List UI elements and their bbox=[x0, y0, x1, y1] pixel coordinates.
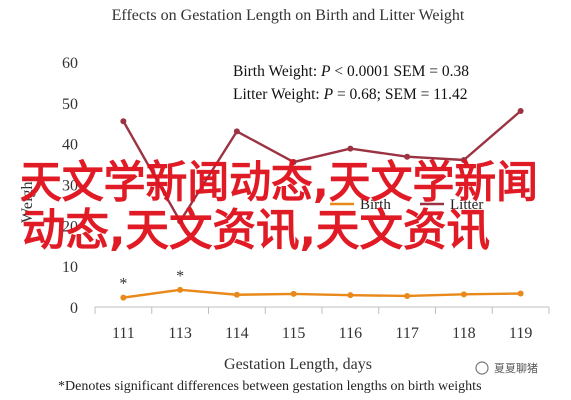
chart-title: Effects on Gestation Length on Birth and… bbox=[112, 7, 465, 24]
litter-data-point bbox=[233, 128, 240, 135]
data-series bbox=[120, 108, 524, 301]
birth-weight-statistic: Birth Weight: P < 0.0001 SEM = 0.38 bbox=[233, 63, 469, 80]
x-tick-label: 113 bbox=[168, 325, 191, 342]
birth-data-point bbox=[120, 294, 127, 301]
y-tick-label: 50 bbox=[62, 96, 78, 113]
litter-weight-statistic: Litter Weight: P = 0.68; SEM = 11.42 bbox=[233, 86, 468, 103]
x-tick-label: 118 bbox=[452, 325, 475, 342]
litter-data-point bbox=[290, 159, 297, 166]
y-tick-label: 20 bbox=[62, 218, 78, 235]
litter-data-point bbox=[460, 157, 467, 163]
birth-data-point bbox=[233, 291, 240, 298]
y-tick-label: 10 bbox=[62, 259, 78, 276]
litter-data-point bbox=[177, 218, 184, 225]
birth-series-line bbox=[123, 288, 521, 299]
source-badge-text: 夏夏聊猪 bbox=[494, 361, 538, 375]
litter-data-point bbox=[404, 153, 411, 160]
x-axis-label: Gestation Length, days bbox=[224, 356, 372, 373]
y-tick-label: 40 bbox=[62, 137, 78, 154]
birth-legend-label: Birth bbox=[360, 197, 391, 213]
significance-asterisk: * bbox=[119, 276, 127, 293]
statistics-annotation: Birth Weight: P < 0.0001 SEM = 0.38 Litt… bbox=[233, 63, 469, 103]
x-tick-label: 114 bbox=[225, 325, 248, 342]
footnote: *Denotes significant differences between… bbox=[58, 379, 482, 394]
birth-data-point bbox=[517, 290, 524, 297]
litter-data-point bbox=[517, 108, 524, 114]
chat-bubble-icon bbox=[475, 361, 489, 375]
x-tick-label: 115 bbox=[282, 325, 305, 342]
y-axis-ticks: 0 10 20 30 40 50 60 bbox=[62, 55, 78, 317]
significance-marks: * * bbox=[119, 268, 184, 293]
x-tick-label: 117 bbox=[395, 325, 418, 342]
x-tick-label: 116 bbox=[339, 325, 362, 342]
x-axis-ticks: 111 113 114 115 116 117 118 119 bbox=[94, 307, 550, 342]
source-badge: 夏夏聊猪 bbox=[475, 361, 538, 375]
birth-data-point bbox=[347, 292, 354, 299]
birth-data-point bbox=[404, 292, 411, 299]
birth-data-point bbox=[177, 286, 184, 293]
litter-series-line bbox=[122, 110, 522, 223]
x-tick-label: 111 bbox=[112, 325, 135, 342]
litter-data-point bbox=[347, 145, 354, 152]
birth-data-point bbox=[460, 291, 467, 298]
y-axis-label: Weight bbox=[19, 177, 36, 223]
watermark-text-line-2: 动态,天文资讯,天文资讯 bbox=[22, 205, 490, 256]
litter-data-point bbox=[120, 118, 127, 125]
y-tick-label: 60 bbox=[62, 55, 78, 72]
x-tick-label: 119 bbox=[509, 325, 532, 342]
y-tick-label: 30 bbox=[62, 178, 78, 195]
watermark-overlay: 天文学新闻动态,天文学新闻 动态,天文资讯,天文资讯 bbox=[20, 157, 538, 256]
litter-legend-label: Litter bbox=[450, 197, 483, 213]
watermark-text-line-1: 天文学新闻动态,天文学新闻 bbox=[20, 157, 538, 208]
birth-data-point bbox=[290, 290, 297, 297]
y-tick-label: 0 bbox=[70, 300, 78, 317]
significance-asterisk: * bbox=[176, 268, 184, 285]
legend: Birth Litter bbox=[330, 197, 483, 213]
